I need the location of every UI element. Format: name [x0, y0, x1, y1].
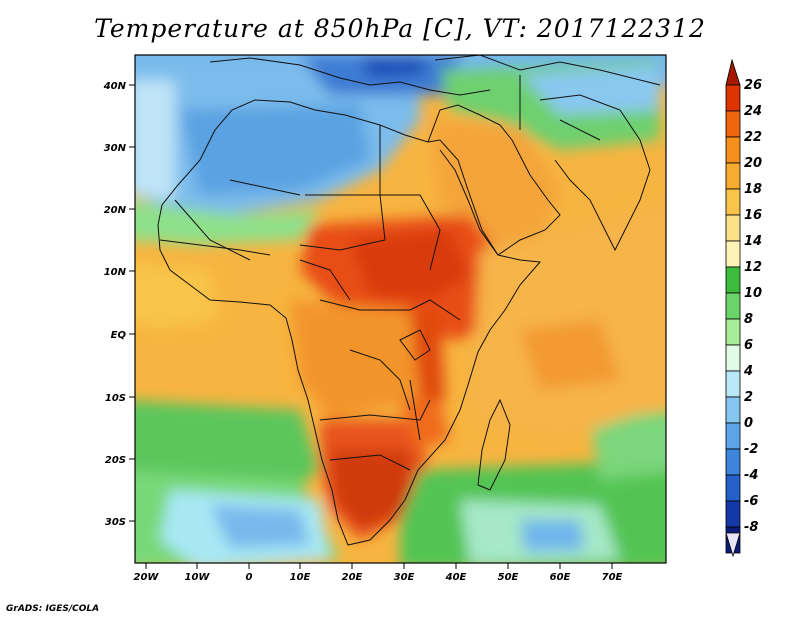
lat-axis: 40N 30N 20N 10N EQ 10S 20S 30S: [103, 81, 135, 528]
colorbar-bottom-arrow: [725, 532, 741, 558]
colorbar-swatch: [725, 292, 741, 320]
colorbar-label: 2: [744, 390, 753, 405]
lon-label: 10W: [185, 572, 211, 583]
colorbar-swatch: [725, 214, 741, 242]
colorbar-swatch: [725, 110, 741, 138]
temperature-field: [135, 55, 666, 563]
lon-label: 10E: [290, 572, 311, 583]
map-frame: [134, 54, 667, 564]
colorbar-swatch: [725, 266, 741, 294]
colorbar-label: -8: [744, 520, 758, 535]
lat-label: 40N: [103, 81, 127, 92]
colorbar-label: 10: [744, 286, 762, 301]
colorbar-swatch: [725, 500, 741, 528]
colorbar-label: 14: [744, 234, 762, 249]
coastlines: [157, 55, 661, 546]
colorbar-swatch: [725, 344, 741, 372]
lat-label: 10N: [104, 267, 127, 278]
lat-label: 30N: [104, 143, 127, 154]
colorbar-swatch: [725, 84, 741, 112]
colorbar-top-arrow: [725, 58, 741, 86]
lon-label: 40E: [445, 572, 467, 583]
colorbar-swatch: [725, 448, 741, 476]
colorbar-label: 12: [744, 260, 762, 275]
colorbar-label: 0: [744, 416, 753, 431]
colorbar-swatch: [725, 318, 741, 346]
colorbar: 26 24 22 20 18 16 14 12 10 8 6 4 2 0 -2 …: [725, 58, 762, 558]
lat-label: 20S: [105, 455, 126, 466]
colorbar-label: 24: [744, 104, 762, 119]
lon-label: 70E: [602, 572, 623, 583]
lon-label: 50E: [498, 572, 519, 583]
colorbar-label: -4: [744, 468, 758, 483]
lon-label: 0: [246, 572, 253, 583]
colorbar-swatch: [725, 188, 741, 216]
colorbar-swatch: [725, 422, 741, 450]
colorbar-swatch: [725, 474, 741, 502]
lon-label: 20E: [342, 572, 363, 583]
map-title: Temperature at 850hPa [C], VT: 201712231…: [94, 14, 706, 43]
grads-credit: GrADS: IGES/COLA: [6, 604, 100, 614]
colorbar-swatch: [725, 370, 741, 398]
lat-label: 10S: [105, 393, 126, 404]
colorbar-label: -6: [744, 494, 758, 509]
colorbar-label: 26: [744, 78, 762, 93]
colorbar-label: 6: [744, 338, 753, 353]
lon-axis: 20W 10W 0 10E 20E 30E 40E 50E 60E 70E: [134, 563, 623, 583]
colorbar-swatch: [725, 162, 741, 190]
lon-label: 60E: [550, 572, 571, 583]
colorbar-label: 4: [743, 364, 753, 379]
colorbar-label: 18: [744, 182, 762, 197]
lon-label: 30E: [394, 572, 415, 583]
colorbar-label: 20: [744, 156, 762, 171]
lon-label: 20W: [134, 572, 160, 583]
colorbar-swatch: [725, 240, 741, 268]
lat-label: 30S: [105, 517, 126, 528]
colorbar-label: 16: [744, 208, 762, 223]
lat-label: 20N: [104, 205, 127, 216]
colorbar-swatch: [725, 136, 741, 164]
colorbar-swatch: [725, 396, 741, 424]
colorbar-label: 8: [744, 312, 753, 327]
lat-label: EQ: [111, 330, 127, 341]
colorbar-label: -2: [744, 442, 758, 457]
colorbar-label: 22: [744, 130, 762, 145]
